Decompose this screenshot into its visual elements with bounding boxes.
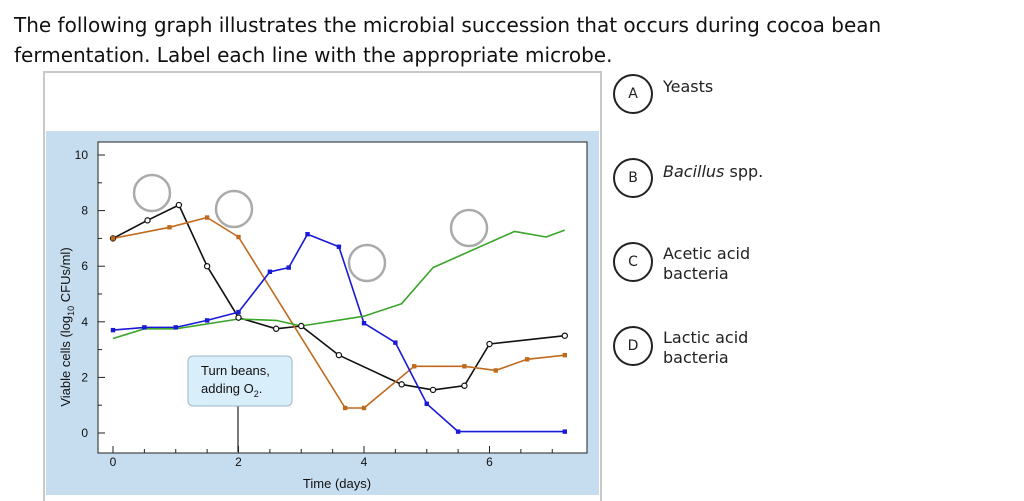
answer-d-badge: D	[613, 326, 653, 366]
answer-c-label: Acetic acid bacteria	[663, 244, 751, 283]
callout-line-2: adding O2.	[201, 381, 262, 399]
answer-a-badge: A	[613, 74, 653, 114]
answer-choice-b[interactable]: B Bacillus spp.	[613, 156, 803, 198]
label-drop-target-green-line[interactable]	[449, 208, 489, 248]
answer-choice-c[interactable]: C Acetic acid bacteria	[613, 240, 773, 284]
figure-background	[46, 131, 599, 495]
question-text: The following graph illustrates the micr…	[14, 13, 882, 67]
answer-choice-d[interactable]: D Lactic acid bacteria	[613, 324, 773, 368]
answer-b-badge: B	[613, 158, 653, 198]
answer-b-label: Bacillus spp.	[663, 162, 764, 181]
callout-line-1: Turn beans,	[201, 363, 270, 378]
label-drop-target-blue-line[interactable]	[347, 243, 387, 283]
answer-a-label: Yeasts	[663, 77, 714, 96]
answer-choice-a[interactable]: A Yeasts	[613, 72, 773, 114]
label-drop-target-black-line[interactable]	[132, 173, 172, 213]
answer-c-badge: C	[613, 242, 653, 282]
turn-beans-callout: Turn beans, adding O2.	[187, 355, 293, 407]
label-drop-target-orange-line[interactable]	[214, 189, 254, 229]
answer-d-label: Lactic acid bacteria	[663, 328, 749, 367]
